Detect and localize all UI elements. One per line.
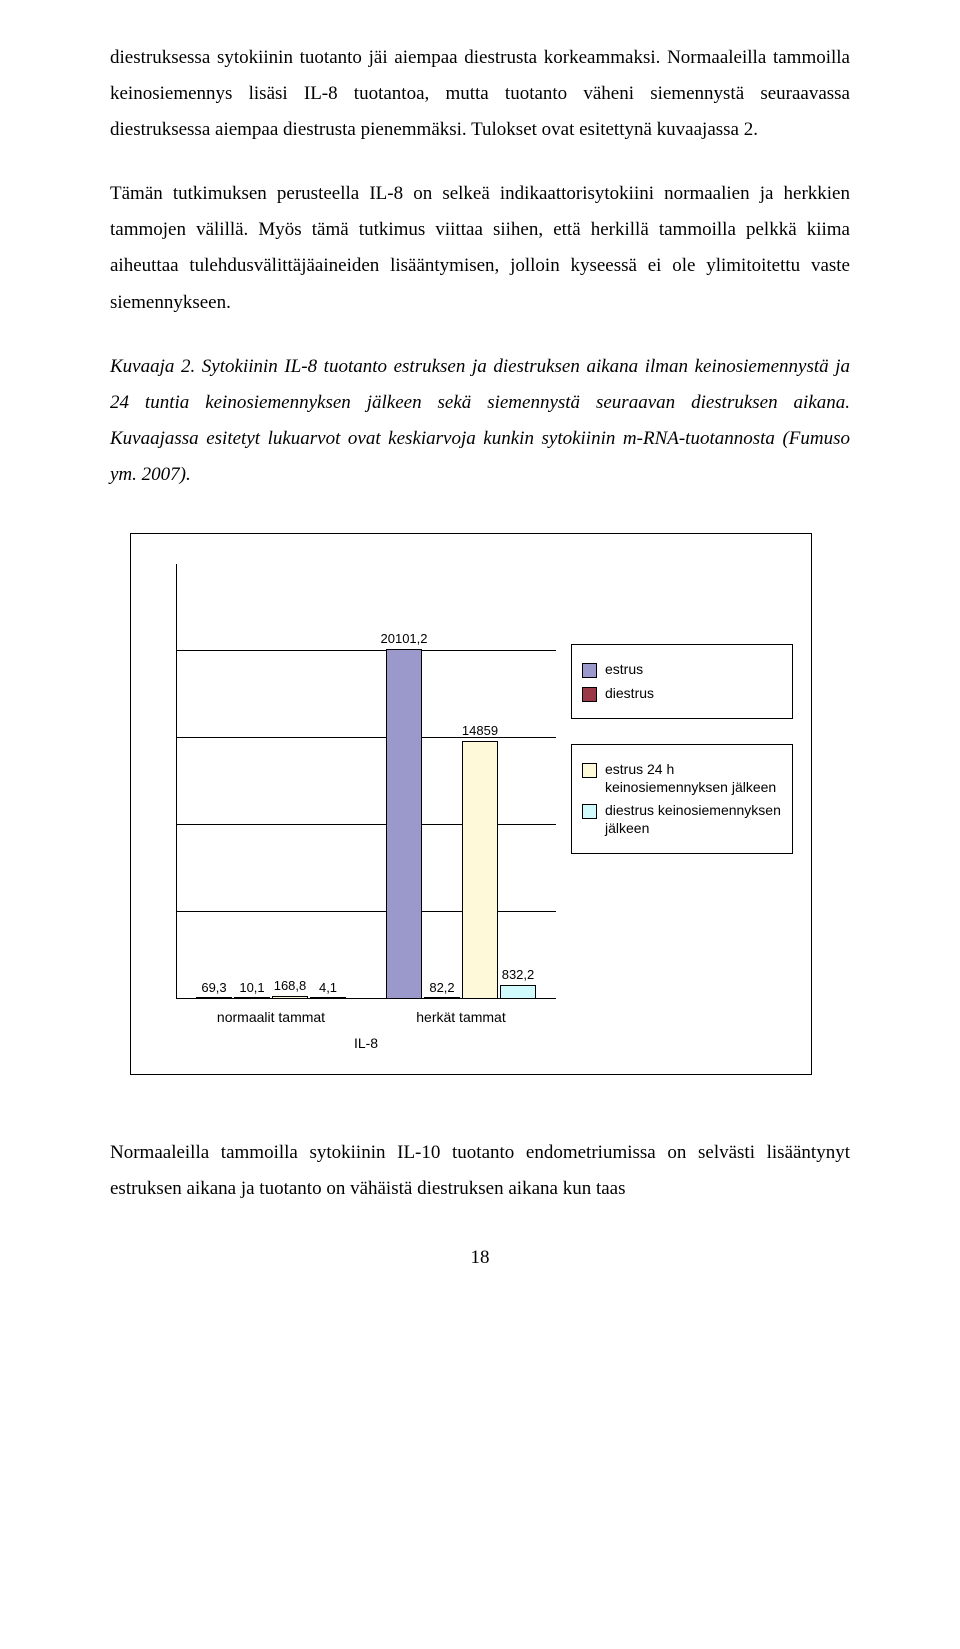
category-label: normaalit tammat: [217, 1009, 325, 1025]
paragraph-3: Normaaleilla tammoilla sytokiinin IL-10 …: [110, 1135, 850, 1207]
gridline: [176, 911, 556, 912]
legend-item: estrus 24 h keinosiemennyksen jälkeen: [582, 761, 782, 796]
paragraph-1: diestruksessa sytokiinin tuotanto jäi ai…: [110, 40, 850, 148]
figure-caption: Kuvaaja 2. Sytokiinin IL-8 tuotanto estr…: [110, 349, 850, 493]
category-label: herkät tammat: [416, 1009, 505, 1025]
legend-box: estrus diestrus: [571, 644, 793, 719]
page-number: 18: [110, 1247, 850, 1269]
legend-label: diestrus: [605, 685, 654, 703]
y-axis: [176, 564, 177, 999]
bar: [500, 985, 536, 999]
legend-label: estrus 24 h keinosiemennyksen jälkeen: [605, 761, 782, 796]
legend-box: estrus 24 h keinosiemennyksen jälkeen die…: [571, 744, 793, 854]
legend-label: diestrus keinosiemennyksen jälkeen: [605, 802, 782, 837]
legend-label: estrus: [605, 661, 643, 679]
bar-value-label: 4,1: [319, 980, 337, 995]
bar-value-label: 832,2: [502, 967, 535, 982]
bar: [462, 741, 498, 1000]
legend-swatch: [582, 804, 597, 819]
gridline: [176, 650, 556, 651]
gridline: [176, 737, 556, 738]
bar-value-label: 168,8: [274, 978, 307, 993]
bar: [196, 997, 232, 999]
bar: [272, 996, 308, 999]
legend-item: diestrus keinosiemennyksen jälkeen: [582, 802, 782, 837]
gridline: [176, 824, 556, 825]
legend-item: diestrus: [582, 685, 782, 703]
il8-bar-chart: 69,3 10,1 168,8 4,1 normaalit tammat 20101,2 8…: [130, 533, 812, 1075]
legend-swatch: [582, 663, 597, 678]
paragraph-2: Tämän tutkimuksen perusteella IL-8 on se…: [110, 176, 850, 320]
legend-swatch: [582, 687, 597, 702]
legend-swatch: [582, 763, 597, 778]
x-axis-title: IL-8: [354, 1035, 378, 1051]
bar: [424, 997, 460, 999]
bar-value-label: 20101,2: [381, 631, 428, 646]
bar-value-label: 82,2: [429, 980, 454, 995]
bar-value-label: 69,3: [201, 980, 226, 995]
bar-value-label: 14859: [462, 723, 498, 738]
bar-value-label: 10,1: [239, 980, 264, 995]
x-axis: [176, 998, 556, 999]
bar: [386, 649, 422, 999]
bar: [234, 997, 270, 999]
chart-plot-area: 69,310,1168,84,1normaalit tammat20101,28…: [176, 564, 556, 999]
legend-item: estrus: [582, 661, 782, 679]
bar: [310, 997, 346, 999]
